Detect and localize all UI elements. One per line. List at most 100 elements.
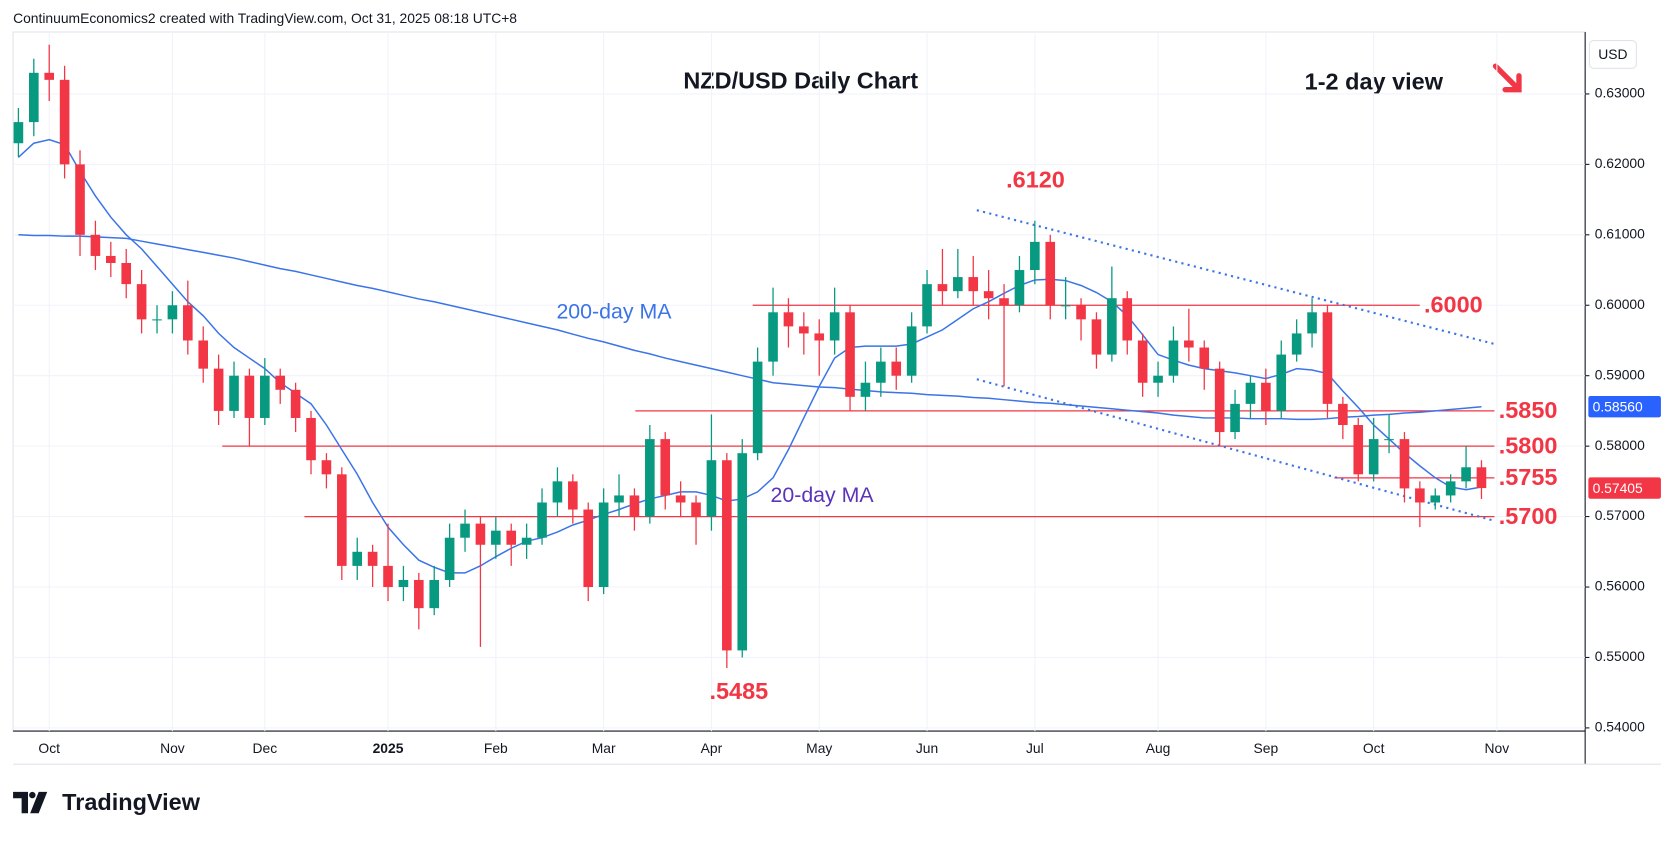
y-tick-label: 0.60000 (1595, 296, 1645, 312)
x-tick-label: May (806, 740, 832, 756)
candle-body (491, 530, 501, 545)
candle-body (59, 79, 70, 165)
candle-body (521, 537, 532, 545)
candle-body (1214, 368, 1225, 433)
candle-body (1230, 403, 1240, 433)
candle-body (1030, 241, 1040, 271)
candle-body (891, 361, 902, 376)
x-tick-label: 2025 (373, 740, 404, 756)
candle-body (552, 481, 563, 503)
candle-body (1045, 241, 1056, 306)
candle-body (860, 382, 871, 397)
candle-body (213, 368, 224, 411)
candle-body (1137, 340, 1148, 383)
candle-body (953, 277, 963, 292)
header: ContinuumEconomics2 created with Trading… (13, 10, 517, 26)
candle-body (475, 523, 486, 545)
candle-body (1014, 270, 1025, 306)
candle-body (367, 551, 378, 566)
price-label-box (1588, 396, 1661, 418)
candle-body (444, 537, 455, 580)
candle-body (845, 312, 855, 397)
candle-body (1091, 319, 1102, 355)
candle-body (244, 375, 255, 418)
candle-body (814, 333, 825, 341)
chart-title: NZD/USD Daily Chart (683, 67, 918, 93)
ma-line (17, 138, 1482, 574)
candle-body (1307, 312, 1317, 334)
candle-body (583, 509, 594, 588)
y-tick-label: 0.59000 (1595, 366, 1645, 382)
price-label-box (1588, 477, 1661, 499)
candle-body (1168, 340, 1179, 376)
candle-body (75, 164, 85, 235)
candle-body (614, 495, 624, 503)
candle-body (922, 284, 932, 327)
candle-body (1384, 439, 1394, 441)
y-tick-label: 0.54000 (1595, 719, 1645, 735)
ma-label: 200-day MA (556, 299, 672, 323)
candle-body (506, 530, 517, 545)
candle-body (306, 417, 316, 461)
candle-body (706, 460, 717, 517)
candle-body (383, 565, 393, 588)
candle-body (1060, 305, 1071, 307)
branding: TradingView (62, 789, 201, 815)
subtitle: 1-2 day view (1305, 68, 1444, 94)
x-tick-label: Jul (1026, 740, 1044, 756)
candle-body (1122, 298, 1133, 341)
candle-body (290, 389, 301, 418)
ma-label: 20-day MA (770, 483, 874, 507)
candle-body (660, 439, 671, 496)
candle-body (136, 284, 147, 320)
candle-body (629, 495, 640, 517)
candle-body (737, 453, 748, 651)
level-label: .5850 (1499, 397, 1558, 423)
candle-body (799, 326, 809, 334)
candle-body (645, 439, 655, 517)
x-tick-label: Dec (252, 740, 277, 756)
down-arrow (1492, 63, 1522, 93)
x-tick-label: Nov (160, 740, 185, 756)
y-tick-label: 0.62000 (1595, 155, 1645, 171)
y-tick-label: 0.61000 (1595, 225, 1645, 241)
logo: TradingView (13, 789, 201, 815)
x-tick-label: Aug (1146, 740, 1171, 756)
candle-body (90, 234, 101, 256)
candle-body (1445, 481, 1456, 496)
candle-body (1461, 467, 1471, 482)
candle-body (44, 72, 55, 80)
candle-body (1076, 305, 1086, 320)
y-tick-label: 0.58000 (1595, 437, 1645, 453)
price-label: 0.57405 (1593, 480, 1643, 496)
x-tick-label: Nov (1485, 740, 1510, 756)
candle-body (937, 284, 948, 292)
annotation: .6120 (1006, 166, 1065, 192)
candle-body (1291, 333, 1302, 355)
y-tick-label: 0.55000 (1595, 648, 1645, 664)
x-tick-label: Jun (916, 740, 938, 756)
x-tick-label: Sep (1254, 740, 1279, 756)
candle-body (1368, 439, 1379, 475)
candle-body (275, 375, 286, 390)
currency-box (1588, 40, 1637, 69)
candle-body (783, 312, 794, 327)
plot-layer: 0.63000 0.62000 0.61000 0.60000 0.59000 0.580… (13, 32, 1661, 756)
x-tick-label: Mar (592, 740, 616, 756)
candle-body (1184, 340, 1194, 348)
candle-body (1107, 298, 1117, 355)
candle-body (152, 319, 162, 321)
candle-body (260, 375, 270, 418)
currency: USD (1598, 46, 1627, 62)
candle-body (1199, 347, 1210, 369)
annotation: .5485 (709, 678, 768, 704)
candle-body (1399, 439, 1410, 489)
candle-body (1476, 467, 1487, 489)
candle-body (337, 474, 347, 566)
candle-body (675, 495, 686, 503)
candle-body (1322, 312, 1333, 404)
candle-body (398, 579, 409, 588)
candle-body (1338, 403, 1348, 426)
candle-body (691, 502, 701, 517)
